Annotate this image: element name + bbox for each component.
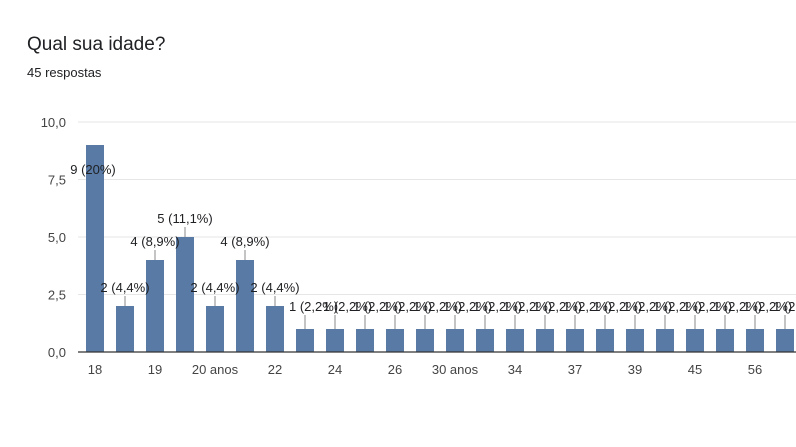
x-tick-label: 22 — [268, 362, 282, 377]
data-label: 1 (2,2%) — [473, 299, 522, 314]
bar — [776, 329, 794, 352]
data-label: 1 (2,2%) — [743, 299, 792, 314]
x-tick-label: 24 — [328, 362, 342, 377]
data-label: 1 (2,2%) — [683, 299, 732, 314]
x-tick-label: 45 — [688, 362, 702, 377]
data-label: 1 (2,2%) — [773, 299, 796, 314]
bar — [656, 329, 674, 352]
bar — [176, 237, 194, 352]
data-label: 1 (2,2%) — [563, 299, 612, 314]
data-label: 2 (4,4%) — [100, 280, 149, 295]
bar — [326, 329, 344, 352]
data-label: 1 (2,2%) — [289, 299, 338, 314]
data-label: 1 (2,2%) — [323, 299, 372, 314]
x-tick-label: 19 — [148, 362, 162, 377]
bar — [566, 329, 584, 352]
bar — [356, 329, 374, 352]
data-label: 1 (2,2%) — [353, 299, 402, 314]
data-label: 1 (2,2%) — [623, 299, 672, 314]
response-count: 45 respostas — [27, 65, 102, 80]
data-label: 9 (20%) — [70, 162, 116, 177]
bar — [266, 306, 284, 352]
y-tick-label: 2,5 — [48, 288, 66, 303]
bar — [716, 329, 734, 352]
bar — [206, 306, 224, 352]
bar — [626, 329, 644, 352]
bar — [296, 329, 314, 352]
data-label: 1 (2,2%) — [383, 299, 432, 314]
bar — [446, 329, 464, 352]
bar — [236, 260, 254, 352]
bar — [506, 329, 524, 352]
data-label: 4 (8,9%) — [130, 234, 179, 249]
x-tick-label: 34 — [508, 362, 522, 377]
x-tick-label: 30 anos — [432, 362, 479, 377]
data-label: 1 (2,2%) — [593, 299, 642, 314]
data-label: 1 (2,2%) — [503, 299, 552, 314]
bar — [416, 329, 434, 352]
data-label: 1 (2,2%) — [653, 299, 702, 314]
y-tick-label: 10,0 — [41, 115, 66, 130]
data-label: 4 (8,9%) — [220, 234, 269, 249]
x-tick-label: 26 — [388, 362, 402, 377]
bar — [116, 306, 134, 352]
bar — [86, 145, 104, 352]
x-tick-label: 20 anos — [192, 362, 239, 377]
bar — [146, 260, 164, 352]
bar — [536, 329, 554, 352]
bar — [596, 329, 614, 352]
y-tick-label: 0,0 — [48, 345, 66, 360]
x-tick-label: 37 — [568, 362, 582, 377]
data-label: 2 (4,4%) — [190, 280, 239, 295]
data-label: 1 (2,2%) — [713, 299, 762, 314]
bar — [476, 329, 494, 352]
x-tick-label: 39 — [628, 362, 642, 377]
data-label: 1 (2,2%) — [413, 299, 462, 314]
y-tick-label: 5,0 — [48, 230, 66, 245]
bar — [686, 329, 704, 352]
data-label: 1 (2,2%) — [533, 299, 582, 314]
chart-title: Qual sua idade? — [27, 34, 166, 55]
x-tick-label: 18 — [88, 362, 102, 377]
data-label: 1 (2,2%) — [443, 299, 492, 314]
data-label: 5 (11,1%) — [157, 211, 212, 226]
data-label: 2 (4,4%) — [250, 280, 299, 295]
y-tick-label: 7,5 — [48, 173, 66, 188]
bar — [386, 329, 404, 352]
bar — [746, 329, 764, 352]
x-tick-label: 56 — [748, 362, 762, 377]
